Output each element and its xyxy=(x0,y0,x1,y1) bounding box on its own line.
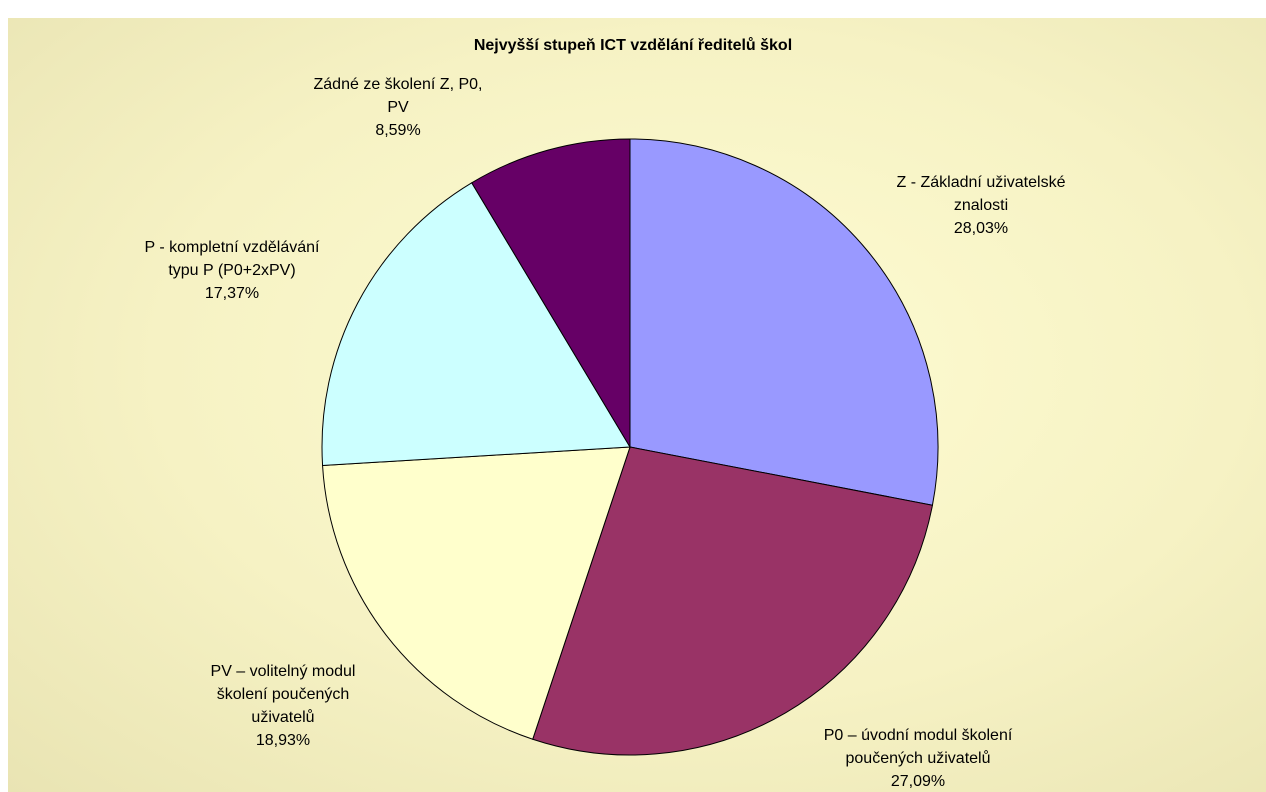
chart-title: Nejvyšší stupeň ICT vzdělání ředitelů šk… xyxy=(473,37,793,54)
pie-slice xyxy=(532,446,934,756)
value-label: 27,09% xyxy=(890,773,946,790)
slice-label: Zádné ze školení Z, P0, PV 8,59% xyxy=(303,73,493,142)
category-label: Zádné ze školení Z, P0, PV xyxy=(313,76,483,116)
category-label: PV – volitelný modul školení poučených u… xyxy=(210,663,356,726)
category-label: Z - Základní uživatelské znalosti xyxy=(896,174,1066,214)
category-label: P - kompletní vzdělávání typu P (P0+2xPV… xyxy=(144,239,320,279)
value-label: 18,93% xyxy=(255,732,311,749)
pie-slice xyxy=(471,138,631,449)
pie-slice xyxy=(321,182,631,467)
slice-label: P - kompletní vzdělávání typu P (P0+2xPV… xyxy=(132,236,332,305)
pie-slice xyxy=(322,446,631,740)
slice-label: P0 – úvodní modul školení poučených uživ… xyxy=(811,724,1026,792)
pie-slice xyxy=(629,138,939,506)
value-label: 28,03% xyxy=(953,220,1009,237)
value-label: 17,37% xyxy=(204,285,260,302)
slice-label: PV – volitelný modul školení poučených u… xyxy=(193,660,373,752)
value-label: 8,59% xyxy=(375,122,421,139)
slice-label: Z - Základní uživatelské znalosti 28,03% xyxy=(874,171,1089,240)
category-label: P0 – úvodní modul školení poučených uživ… xyxy=(823,727,1013,767)
